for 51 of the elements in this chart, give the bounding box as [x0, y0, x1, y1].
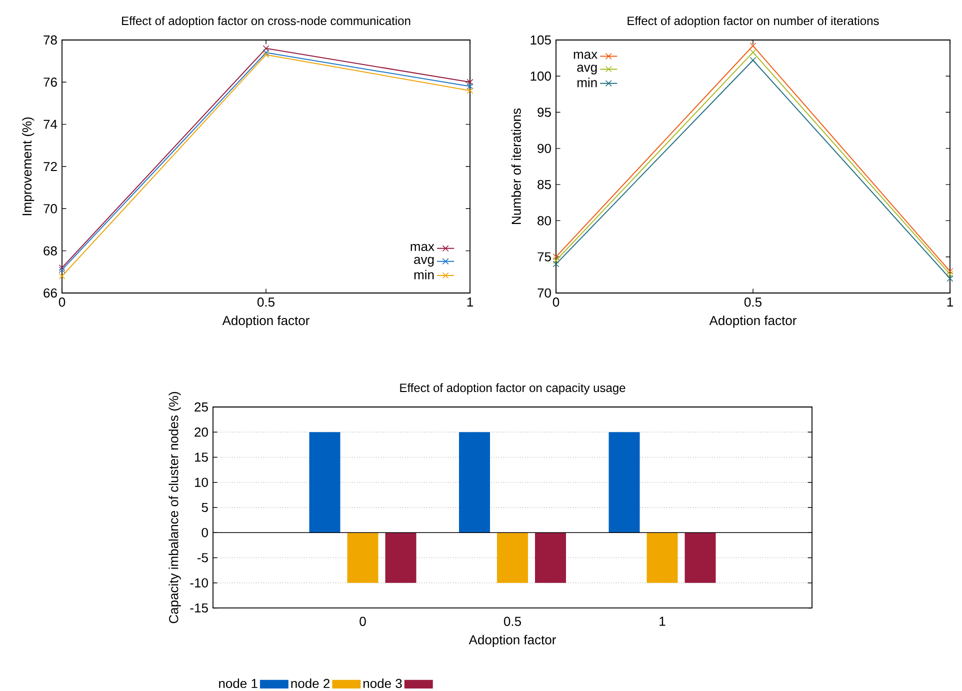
y-tick-label: 105 — [530, 35, 551, 45]
y-tick-label: 95 — [538, 108, 551, 117]
legend-label: avg — [577, 64, 597, 74]
y-tick-label: 72 — [44, 162, 57, 172]
y-tick-label: 85 — [538, 180, 551, 190]
y-tick-label: 5 — [202, 502, 208, 512]
x-tick-label: 0 — [58, 298, 66, 307]
legend-label: node 2 — [291, 678, 330, 688]
x-tick-label: 0 — [360, 616, 366, 626]
x-axis-title: Adoption factor — [222, 316, 310, 328]
y-tick-label: 76 — [44, 78, 57, 87]
legend-label: node 1 — [219, 678, 258, 688]
x-tick-label: 0.5 — [257, 298, 274, 307]
legend-label: avg — [414, 256, 434, 267]
x-tick-label: 0.5 — [744, 298, 762, 307]
y-tick-label: -10 — [190, 578, 208, 588]
y-tick-label: 70 — [538, 288, 551, 298]
y-tick-label: 74 — [44, 120, 58, 129]
y-axis-title: Capacity imbalance of cluster nodes (%) — [168, 392, 181, 624]
y-tick-label: 78 — [44, 35, 57, 45]
chart-title: Effect of adoption factor on capacity usage — [400, 383, 626, 394]
legend-label: node 3 — [363, 678, 402, 688]
y-tick-label: 20 — [194, 428, 208, 437]
legend-label: max — [410, 244, 434, 252]
y-tick-label: 15 — [195, 452, 208, 462]
x-axis-title: Adoption factor — [709, 316, 796, 328]
y-tick-label: 70 — [44, 204, 57, 214]
y-axis-title: Improvement (%) — [22, 117, 34, 216]
y-tick-label: 100 — [530, 72, 551, 81]
y-tick-label: -15 — [190, 603, 208, 613]
x-tick-label: 1 — [467, 298, 473, 306]
y-tick-label: 80 — [538, 216, 551, 226]
chart-title: Effect of adoption factor on number of iterations — [628, 16, 879, 28]
legend-label: max — [574, 52, 598, 59]
legend-label: min — [577, 78, 597, 88]
x-tick-label: 1 — [660, 616, 666, 626]
x-tick-label: 1 — [947, 298, 953, 306]
y-tick-label: 90 — [538, 144, 551, 154]
y-tick-label: 25 — [194, 402, 208, 412]
y-tick-label: -5 — [197, 553, 208, 562]
y-tick-label: 75 — [538, 252, 551, 262]
y-tick-label: 10 — [195, 478, 208, 487]
legend-label: min — [414, 270, 434, 280]
y-tick-label: 66 — [44, 288, 57, 298]
chart-title: Effect of adoption factor on cross-node communication — [122, 16, 410, 28]
x-tick-label: 0.5 — [504, 616, 521, 626]
x-tick-label: 0 — [552, 298, 560, 307]
y-tick-label: 68 — [44, 246, 57, 256]
y-tick-label: 0 — [202, 528, 208, 538]
x-axis-title: Adoption factor — [468, 634, 556, 647]
y-axis-title: Number of iterations — [511, 108, 521, 224]
